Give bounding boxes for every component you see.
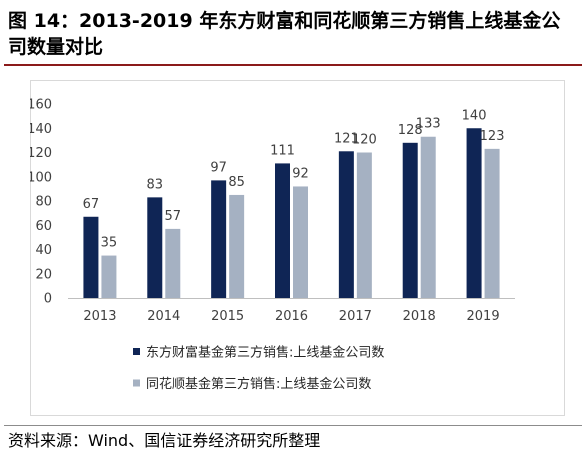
bar-series-1-2015 (211, 180, 227, 298)
data-label-series-1-2019: 140 (462, 108, 487, 123)
data-label-series-1-2014: 83 (147, 177, 164, 192)
data-label-series-2-2017: 120 (352, 133, 377, 148)
data-labels: 67 83 97 111 121 128 140 35 57 85 92 120 133 123 (83, 108, 505, 250)
bar-series-2-2013 (101, 255, 117, 298)
y-tick-label-100: 100 (30, 170, 52, 185)
bar-series-2-2018 (420, 136, 436, 298)
bar-series-1-2016 (275, 163, 290, 298)
x-tick-label-2015: 2015 (211, 309, 244, 324)
bar-series-2-2014 (165, 228, 181, 298)
bar-series-1-2017 (338, 151, 354, 298)
x-tick-label-2019: 2019 (467, 309, 500, 324)
legend-marker-series-2 (133, 379, 140, 387)
y-tick-label-120: 120 (30, 146, 52, 161)
y-axis-tick-labels: 0 20 40 60 80 100 120 140 160 (30, 98, 52, 307)
data-label-series-2-2014: 57 (165, 209, 182, 224)
y-tick-label-140: 140 (30, 122, 52, 137)
legend-label-series-1: 东方财富基金第三方销售:上线基金公司数 (146, 345, 384, 361)
figure-title: 图 14：2013-2019 年东方财富和同花顺第三方销售上线基金公司数量对比 (8, 10, 561, 58)
x-tick-label-2016: 2016 (275, 309, 308, 324)
chart-frame (30, 80, 565, 416)
data-label-series-2-2018: 133 (416, 117, 441, 132)
legend-item-series-1: 东方财富基金第三方销售:上线基金公司数 (133, 345, 384, 361)
legend-marker-series-1 (133, 348, 140, 355)
bars (83, 128, 500, 298)
data-label-series-1-2013: 67 (83, 197, 100, 212)
bar-series-1-2018 (402, 142, 418, 298)
data-label-series-2-2013: 35 (101, 236, 118, 251)
y-tick-label-40: 40 (35, 243, 52, 258)
legend: 东方财富基金第三方销售:上线基金公司数 同花顺基金第三方销售:上线基金公司数 (133, 345, 384, 392)
x-tick-label-2013: 2013 (83, 309, 116, 324)
bar-series-2-2017 (356, 152, 372, 298)
source-note: 资料来源：Wind、国信证券经济研究所整理 (8, 431, 321, 450)
x-tick-label-2017: 2017 (339, 309, 372, 324)
y-tick-label-60: 60 (35, 219, 52, 234)
data-label-series-2-2019: 123 (480, 129, 505, 144)
data-label-series-1-2018: 128 (398, 123, 423, 138)
bar-series-1-2013 (83, 216, 99, 298)
data-label-series-1-2016: 111 (270, 143, 295, 158)
data-label-series-2-2016: 92 (292, 166, 309, 181)
x-tick-label-2014: 2014 (147, 309, 180, 324)
bar-series-2-2019 (484, 148, 500, 298)
bar-series-1-2019 (466, 128, 482, 298)
y-tick-label-160: 160 (30, 98, 52, 113)
x-axis-tick-labels: 2013 2014 2015 2016 2017 2018 2019 (83, 309, 499, 324)
data-label-series-1-2017: 121 (334, 131, 359, 146)
data-label-series-1-2015: 97 (210, 160, 227, 175)
title-divider (4, 64, 582, 66)
data-label-series-2-2015: 85 (228, 175, 245, 190)
x-tick-label-2018: 2018 (403, 309, 436, 324)
bar-series-1-2014 (147, 197, 163, 298)
y-tick-label-0: 0 (44, 292, 52, 307)
y-tick-label-80: 80 (35, 195, 52, 210)
source-divider (4, 425, 582, 426)
bar-series-2-2015 (229, 194, 245, 298)
legend-item-series-2: 同花顺基金第三方销售:上线基金公司数 (133, 376, 371, 392)
y-tick-label-20: 20 (35, 267, 52, 282)
legend-label-series-2: 同花顺基金第三方销售:上线基金公司数 (146, 376, 371, 392)
bar-series-2-2016 (293, 186, 308, 298)
